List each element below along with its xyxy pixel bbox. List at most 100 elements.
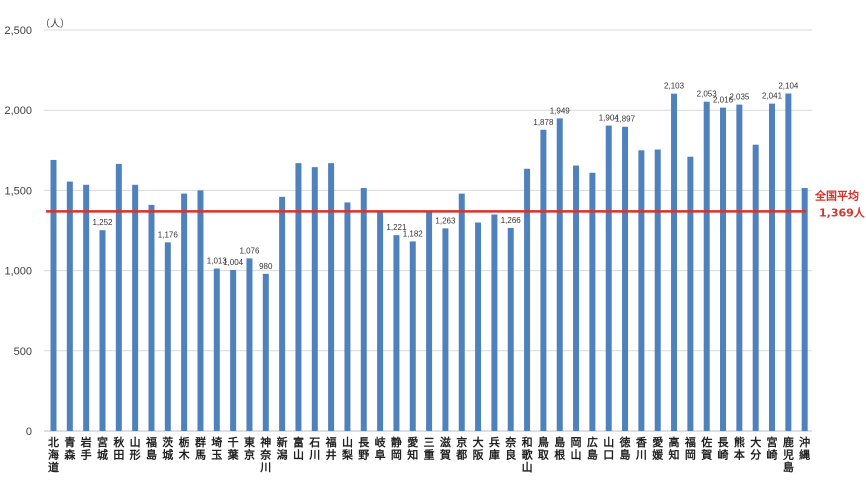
x-tick-label: 賀 [700,448,712,462]
bar [801,187,808,431]
bar [99,230,106,431]
x-tick-label: 宮 [97,435,108,449]
x-tick-label: 知 [668,448,680,462]
data-label: 1,221 [386,223,407,232]
y-axis-ticks: 0 500 1,000 1,500 2,000 2,500 [4,25,32,438]
x-tick-label: 沖 [799,435,810,449]
x-tick-label: 玉 [211,449,222,462]
bar [393,235,400,431]
bar [769,103,776,431]
average-label: 全国平均 [814,188,859,202]
bar [605,125,612,432]
data-label: 1,004 [223,258,244,267]
x-tick-label: 川 [259,461,271,474]
x-tick-label: 山 [130,435,141,449]
x-tick-label: 城 [162,448,173,462]
bar [328,163,335,431]
data-label: 1,176 [158,230,179,239]
x-tick-label: 田 [113,449,124,462]
x-tick-label: 香 [635,435,648,449]
x-tick-label: 岡 [685,449,696,462]
y-tick-label: 1,500 [4,185,32,197]
x-tick-label: 媛 [651,448,664,462]
x-tick-label: 根 [554,448,566,462]
data-label: 980 [259,262,273,271]
bar [213,268,220,431]
x-tick-label: 和 [522,435,533,449]
x-tick-label: 森 [64,448,76,462]
bar [458,193,465,431]
bar [752,144,759,431]
bar [703,101,710,432]
bar [540,129,547,431]
bar [311,167,318,431]
x-tick-label: 埼 [211,435,222,449]
x-tick-label: 徳 [619,435,631,449]
x-tick-label: 福 [684,435,696,449]
bar [181,193,188,431]
data-label: 1,878 [533,118,554,127]
x-tick-label: 形 [130,449,141,462]
x-tick-label: 取 [538,449,549,462]
x-tick-label: 東 [244,435,256,449]
bar [230,269,237,431]
x-tick-label: 岩 [80,435,92,449]
x-tick-label: 千 [228,435,239,449]
x-tick-label: 宮 [767,435,778,449]
bars [50,93,808,432]
x-tick-label: 鳥 [538,435,549,449]
data-label: 1,904 [599,114,620,123]
x-tick-label: 山 [571,448,582,462]
x-tick-label: 静 [391,435,402,449]
x-tick-label: 都 [455,448,467,462]
x-tick-label: 海 [48,448,59,462]
x-tick-label: 島 [783,460,794,474]
bar [344,202,351,431]
x-tick-label: 山 [342,435,353,449]
x-tick-label: 良 [505,448,516,462]
x-tick-label: 川 [635,449,647,462]
x-tick-label: 京 [456,435,467,449]
x-tick-label: 福 [145,435,157,449]
data-label: 1,949 [550,106,571,115]
x-tick-label: 石 [308,436,320,449]
bar [507,227,514,431]
data-label: 1,013 [207,257,228,266]
data-label: 1,263 [435,216,456,225]
x-tick-label: 口 [603,449,614,462]
data-label: 1,897 [615,115,636,124]
x-tick-label: 富 [293,435,304,449]
x-tick-label: 奈 [259,448,272,462]
x-tick-label: 崎 [718,448,729,462]
x-tick-label: 長 [718,436,730,449]
data-label: 1,266 [501,216,522,225]
bar [671,93,678,431]
x-tick-label: 長 [358,436,370,449]
x-tick-label: 京 [244,448,255,462]
x-tick-label: 神 [260,435,271,449]
x-tick-label: 島 [620,448,631,462]
x-tick-label: 北 [48,435,59,449]
x-tick-label: 大 [473,435,484,449]
x-tick-label: 鹿 [783,435,794,449]
x-tick-label: 島 [587,448,598,462]
bar [622,126,629,432]
bar [279,196,286,431]
x-tick-label: 山 [603,435,614,449]
bar [409,241,416,431]
bar [246,258,253,431]
x-tick-label: 知 [406,448,418,462]
x-tick-label: 崎 [767,448,778,462]
bar [491,214,498,431]
x-tick-label: 梨 [341,448,354,462]
x-tick-label: 城 [97,448,108,462]
bar [197,190,204,431]
bar [262,273,269,431]
x-tick-label: 広 [587,435,598,449]
x-tick-label: 馬 [195,449,206,462]
bar [736,104,743,431]
y-tick-label: 2,500 [4,25,32,37]
x-tick-label: 新 [277,435,288,449]
bar [442,228,449,431]
